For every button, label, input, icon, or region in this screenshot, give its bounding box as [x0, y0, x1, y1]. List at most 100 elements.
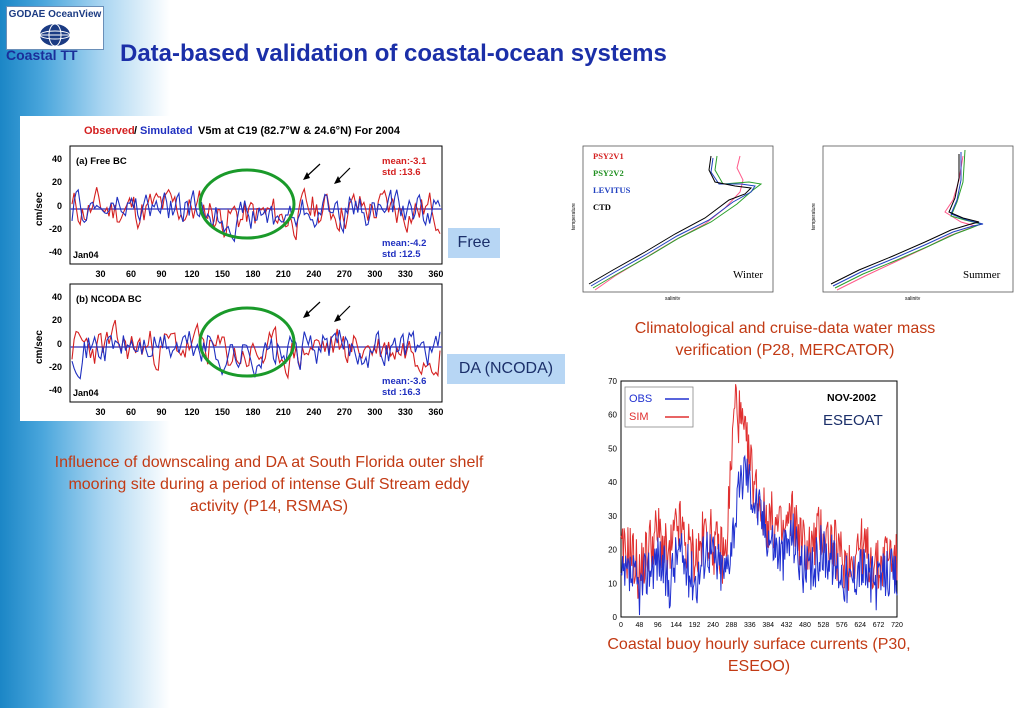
buoy-legend [624, 386, 694, 428]
panel-b-std-sim: std :16.3 [382, 387, 421, 398]
buoy-xtick-336: 336 [744, 622, 756, 629]
a-xticks-label-90: 90 [156, 269, 166, 279]
legend-levitus: LEVITUS [593, 185, 631, 195]
buoy-ytick-40: 40 [608, 478, 617, 487]
a-ytick-m20: -20 [49, 224, 62, 234]
a-ytick-40: 40 [52, 154, 62, 164]
panel-a-name: (a) Free BC [76, 156, 127, 167]
water-mass-figure: PSY2V1 PSY2V2 LEVITUS CTD Winter salinit… [565, 140, 1023, 302]
buoy-date: NOV-2002 [827, 392, 876, 404]
panel-a-std-obs: std :13.6 [382, 167, 421, 178]
water-mass-chart: PSY2V1 PSY2V2 LEVITUS CTD Winter salinit… [571, 145, 1014, 302]
legend-obs: OBS [629, 393, 652, 405]
a-xticks-label-180: 180 [245, 269, 260, 279]
summer-label: Summer [963, 269, 1001, 281]
buoy-xtick-0: 0 [619, 622, 623, 629]
panel-b-mean-sim: mean:-3.6 [382, 376, 426, 387]
buoy-xtick-480: 480 [799, 622, 811, 629]
a-xticks-label-330: 330 [398, 269, 413, 279]
b-xticks-label-90: 90 [156, 407, 166, 417]
eddy-ellipse-a [198, 168, 296, 240]
winter-plot: PSY2V1 PSY2V2 LEVITUS CTD Winter salinit… [571, 145, 774, 302]
buoy-ytick-60: 60 [608, 411, 617, 420]
panel-a-mean-obs: mean:-3.1 [382, 156, 427, 167]
title-rest: V5m at C19 (82.7°W & 24.6°N) For 2004 [198, 125, 401, 137]
buoy-xtick-288: 288 [726, 622, 738, 629]
b-xticks-label-120: 120 [184, 407, 199, 417]
panel-b: (b) NCODA BC mean:-3.6 std :16.3 Jan04 4… [34, 283, 443, 403]
b-ytick-0: 0 [57, 339, 62, 349]
summer-xlabel: salinity [905, 296, 921, 300]
panel-b-start: Jan04 [73, 388, 99, 398]
buoy-ytick-10: 10 [608, 579, 617, 588]
a-xticks-label-210: 210 [276, 269, 291, 279]
buoy-xtick-192: 192 [689, 622, 701, 629]
right-caption: Climatological and cruise-data water mas… [634, 320, 936, 359]
panel-a: (a) Free BC mean:-3.1 std :13.6 mean:-4.… [34, 145, 443, 265]
buoy-xtick-384: 384 [762, 622, 774, 629]
b-ytick-40: 40 [52, 292, 62, 302]
b-xticks-label-270: 270 [337, 407, 352, 417]
buoy-xtick-624: 624 [854, 622, 866, 629]
buoy-xtick-528: 528 [818, 622, 830, 629]
buoy-xtick-96: 96 [654, 622, 662, 629]
a-ylabel: cm/sec [34, 192, 45, 226]
b-xticks-label-210: 210 [276, 407, 291, 417]
buoy-ytick-30: 30 [608, 512, 617, 521]
panel-a-std-sim: std :12.5 [382, 249, 421, 260]
b-ylabel: cm/sec [34, 330, 45, 364]
buoy-yticks: 70 60 50 40 30 20 10 0 [608, 377, 617, 622]
b-ytick-20: 20 [52, 315, 62, 325]
buoy-ytick-50: 50 [608, 444, 617, 453]
a-xticks-label-150: 150 [215, 269, 230, 279]
title-slash: / [134, 125, 137, 137]
b-xticks-label-360: 360 [428, 407, 443, 417]
a-ytick-20: 20 [52, 177, 62, 187]
legend-psy2v1: PSY2V1 [593, 151, 624, 161]
buoy-site: ESEOAT [823, 412, 883, 429]
a-ytick-m40: -40 [49, 247, 62, 257]
buoy-xtick-432: 432 [781, 622, 793, 629]
panel-a-mean-sim: mean:-4.2 [382, 238, 426, 249]
velocity-chart: Observed / Simulated V5m at C19 (82.7°W … [34, 125, 443, 417]
legend-psy2v2: PSY2V2 [593, 168, 624, 178]
summer-plot: Summer salinity temperature [811, 145, 1014, 302]
b-xticks-label-330: 330 [398, 407, 413, 417]
a-xticks-label-120: 120 [184, 269, 199, 279]
legend-ctd: CTD [593, 202, 611, 212]
a-xticks-label-30: 30 [95, 269, 105, 279]
title-simulated: Simulated [140, 125, 193, 137]
b-xticks-label-60: 60 [126, 407, 136, 417]
b-ytick-m20: -20 [49, 362, 62, 372]
winter-ylabel: temperature [571, 203, 577, 230]
globe-icon [39, 23, 71, 47]
buoy-xtick-576: 576 [836, 622, 848, 629]
buoy-xtick-720: 720 [891, 622, 903, 629]
a-xticks-label-300: 300 [367, 269, 382, 279]
buoy-ytick-0: 0 [613, 613, 618, 622]
b-xticks-label-300: 300 [367, 407, 382, 417]
a-ytick-0: 0 [57, 201, 62, 211]
b-xticks-label-30: 30 [95, 407, 105, 417]
free-label: Free [448, 228, 500, 258]
buoy-ytick-70: 70 [608, 377, 617, 386]
panel-b-name: (b) NCODA BC [76, 294, 142, 305]
da-ncoda-label: DA (NCODA) [447, 354, 565, 384]
buoy-xtick-672: 672 [873, 622, 885, 629]
buoy-xticks: 0 48 96 144 192 240 288 336 384 432 480 528 576 624 67… [619, 622, 903, 629]
a-xticks-label-240: 240 [306, 269, 321, 279]
title-observed: Observed [84, 125, 135, 137]
buoy-xtick-240: 240 [707, 622, 719, 629]
winter-label: Winter [733, 269, 763, 281]
a-xticks-label-270: 270 [337, 269, 352, 279]
b-xticks-label-180: 180 [245, 407, 260, 417]
legend-sim: SIM [629, 411, 649, 423]
velocity-figure: Observed / Simulated V5m at C19 (82.7°W … [20, 116, 450, 421]
buoy-xtick-48: 48 [636, 622, 644, 629]
b-xticks-label-150: 150 [215, 407, 230, 417]
eddy-ellipse-b [198, 306, 296, 378]
b-xticks-label-240: 240 [306, 407, 321, 417]
a-xticks-label-360: 360 [428, 269, 443, 279]
logo-text: GODAE OceanView [8, 9, 102, 20]
panel-b-xticks: 30 60 90 120 150 180 210 240 270 300 330 360 [95, 407, 443, 417]
